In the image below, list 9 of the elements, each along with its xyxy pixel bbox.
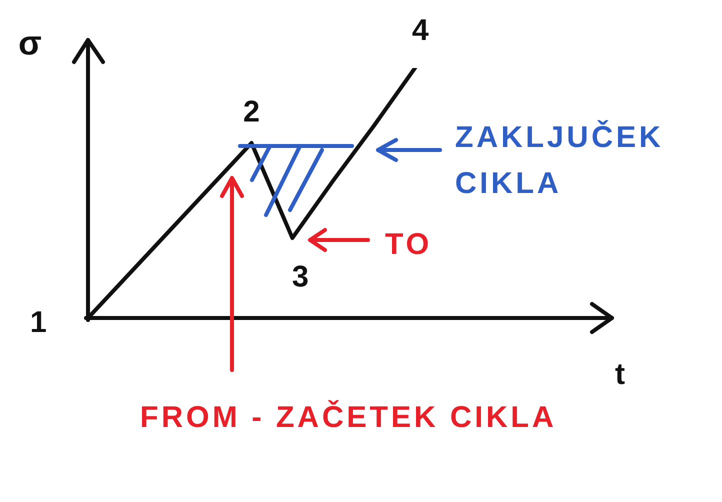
annotation: TO — [385, 227, 434, 263]
text: FROM - ZAČETEK CIKLA — [140, 399, 558, 436]
text: ZAKLJUČEK CIKLA — [455, 119, 665, 202]
text: t — [615, 357, 629, 393]
text: 1 — [30, 305, 51, 341]
annotation: 3 — [292, 260, 309, 294]
y-axis-title: σ — [18, 24, 42, 62]
annotation: 2 — [243, 95, 260, 128]
text: 4 — [412, 13, 433, 49]
